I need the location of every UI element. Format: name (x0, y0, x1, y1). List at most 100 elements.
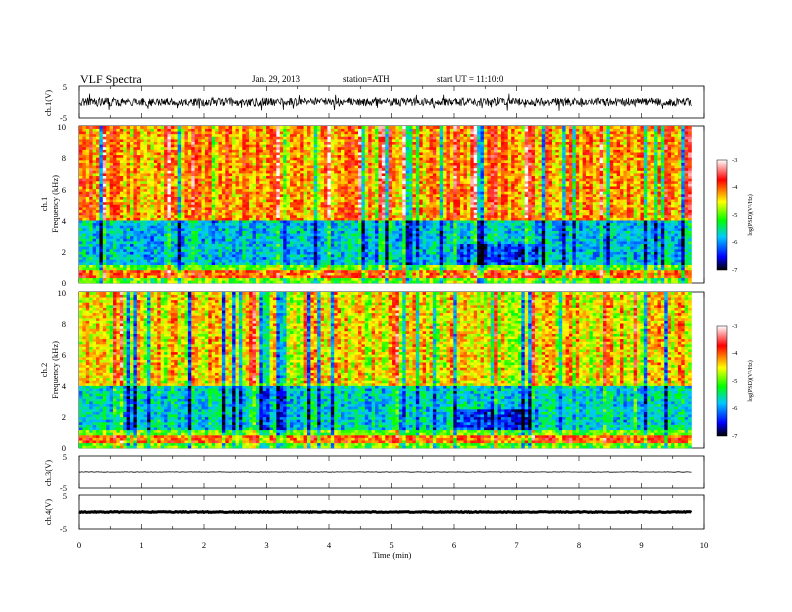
spectrogram-cell (212, 241, 216, 244)
spectrogram-cell (106, 186, 110, 189)
spectrogram-cell (140, 267, 144, 270)
spectrogram-cell (79, 241, 83, 244)
spectrogram-cell (147, 205, 151, 208)
spectrogram-cell (242, 228, 246, 231)
spectrogram-cell (191, 278, 195, 281)
spectrogram-cell (93, 152, 97, 155)
spectrogram-cell (205, 184, 209, 187)
spectrogram-cell (334, 139, 338, 142)
spectrogram-cell (212, 173, 216, 176)
spectrogram-cell (144, 267, 148, 270)
spectrogram-cell (300, 152, 304, 155)
spectrogram-cell (181, 157, 185, 160)
spectrogram-cell (184, 184, 188, 187)
spectrogram-cell (321, 218, 325, 221)
spectrogram-cell (297, 257, 301, 260)
spectrogram-cell (287, 199, 291, 202)
spectrogram-cell (106, 163, 110, 166)
spectrogram-cell (266, 142, 270, 145)
spectrogram-cell (127, 186, 131, 189)
spectrogram-cell (283, 160, 287, 163)
spectrogram-cell (229, 129, 233, 132)
spectrogram-cell (249, 270, 253, 273)
spectrogram-cell (99, 168, 103, 171)
spectrogram-cell (324, 210, 328, 213)
spectrogram-cell (293, 244, 297, 247)
spectrogram-cell (116, 252, 120, 255)
spectrogram-cell (263, 170, 267, 173)
spectrogram-cell (164, 257, 168, 260)
spectrogram-cell (164, 176, 168, 179)
spectrogram-cell (93, 181, 97, 184)
spectrogram-cell (239, 197, 243, 200)
spectrogram-cell (232, 136, 236, 139)
spectrogram-cell (246, 181, 250, 184)
spectrogram-cell (321, 184, 325, 187)
spectrogram-cell (327, 134, 331, 137)
spectrogram-cell (297, 194, 301, 197)
spectrogram-cell (273, 194, 277, 197)
spectrogram-cell (242, 173, 246, 176)
spectrogram-cell (116, 220, 120, 223)
spectrogram-cell (273, 165, 277, 168)
spectrogram-cell (174, 150, 178, 153)
spectrogram-cell (154, 150, 158, 153)
spectrogram-cell (236, 126, 240, 129)
spectrogram-cell (225, 181, 229, 184)
spectrogram-cell (191, 147, 195, 150)
spectrogram-cell (116, 163, 120, 166)
spectrogram-cell (208, 129, 212, 132)
spectrogram-cell (178, 239, 182, 242)
spectrogram-cell (259, 270, 263, 273)
spectrogram-cell (290, 150, 294, 153)
spectrogram-cell (225, 236, 229, 239)
spectrogram-cell (283, 173, 287, 176)
spectrogram-cell (229, 265, 233, 268)
spectrogram-cell (232, 207, 236, 210)
spectrogram-cell (86, 257, 90, 260)
spectrogram-cell (310, 273, 314, 276)
spectrogram-cell (144, 231, 148, 234)
spectrogram-cell (283, 207, 287, 210)
spectrogram-cell (280, 160, 284, 163)
spectrogram-cell (307, 231, 311, 234)
spectrogram-cell (161, 257, 165, 260)
spectrogram-cell (130, 165, 134, 168)
spectrogram-cell (195, 275, 199, 278)
spectrogram-cell (212, 270, 216, 273)
spectrogram-cell (99, 239, 103, 242)
spectrogram-cell (283, 176, 287, 179)
spectrogram-cell (86, 160, 90, 163)
spectrogram-cell (236, 136, 240, 139)
spectrogram-cell (338, 278, 342, 281)
spectrogram-cell (96, 126, 100, 129)
spectrogram-cell (140, 168, 144, 171)
spectrogram-cell (256, 215, 260, 218)
spectrogram-cell (188, 275, 192, 278)
spectrogram-cell (290, 184, 294, 187)
spectrogram-cell (154, 278, 158, 281)
spectrogram-cell (79, 267, 83, 270)
spectrogram-cell (246, 259, 250, 262)
spectrogram-cell (327, 212, 331, 215)
spectrogram-cell (253, 131, 257, 134)
spectrogram-cell (236, 134, 240, 137)
spectrogram-cell (293, 126, 297, 129)
spectrogram-cell (202, 244, 206, 247)
spectrogram-cell (167, 184, 171, 187)
spectrogram-cell (307, 202, 311, 205)
spectrogram-cell (89, 275, 93, 278)
spectrogram-cell (324, 155, 328, 158)
spectrogram-cell (321, 178, 325, 181)
spectrogram-cell (327, 210, 331, 213)
spectrogram-cell (236, 265, 240, 268)
spectrogram-cell (290, 270, 294, 273)
spectrogram-cell (324, 241, 328, 244)
spectrogram-cell (195, 233, 199, 236)
spectrogram-cell (270, 170, 274, 173)
spectrogram-cell (167, 275, 171, 278)
spectrogram-cell (310, 275, 314, 278)
spectrogram-cell (93, 231, 97, 234)
spectrogram-cell (290, 280, 294, 283)
spectrogram-cell (236, 278, 240, 281)
